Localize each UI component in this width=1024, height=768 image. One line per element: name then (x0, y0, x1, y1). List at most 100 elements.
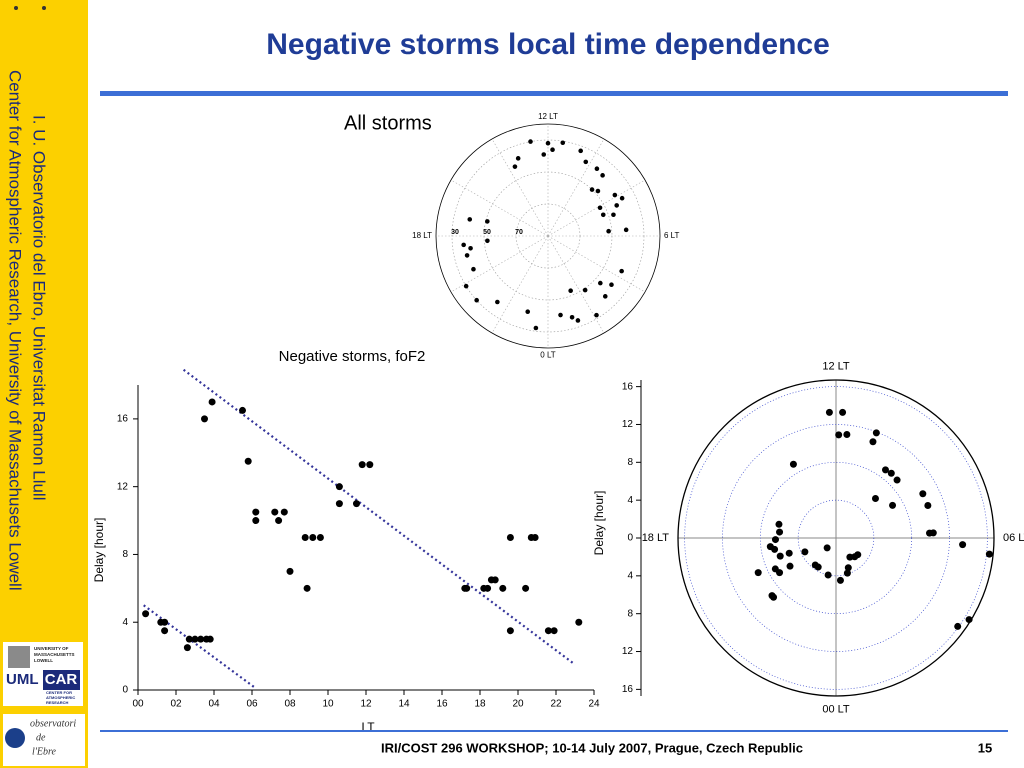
x-tick-label: 02 (170, 699, 182, 710)
point (598, 280, 603, 286)
point (578, 148, 583, 154)
point (602, 294, 608, 299)
point (823, 544, 831, 552)
point (575, 318, 581, 323)
logo-text: ATMOSPHERIC (46, 695, 75, 700)
spoke (450, 179, 549, 237)
point (271, 508, 279, 516)
angle-label: 18 LT (642, 532, 670, 544)
point (824, 571, 832, 579)
title-rule (100, 91, 1008, 96)
point (887, 469, 895, 477)
point (776, 528, 784, 536)
point (252, 517, 260, 525)
footer-rule (100, 730, 1008, 732)
point (201, 415, 208, 423)
point (461, 242, 466, 248)
x-tick-label: 22 (550, 699, 562, 710)
x-tick-label: 06 (246, 699, 258, 710)
point (275, 517, 283, 525)
y-tick-label: 16 (622, 684, 634, 695)
spoke (491, 138, 549, 237)
spoke (450, 235, 549, 293)
point (771, 545, 779, 553)
sidebar-line: Center for Atmospheric Research, Univers… (6, 70, 25, 591)
grid-circle (759, 461, 913, 615)
x-tick-label: 16 (436, 699, 448, 710)
point (785, 549, 793, 557)
point (614, 203, 619, 208)
trend-line (182, 368, 576, 666)
point (583, 159, 589, 165)
point (568, 288, 573, 293)
point (358, 461, 366, 469)
polar-frame (435, 123, 661, 349)
spoke (547, 179, 646, 237)
logo-text: UML (6, 671, 39, 688)
y-tick-label: 8 (122, 549, 128, 560)
point (491, 576, 499, 584)
point (569, 315, 575, 320)
r-tick-label: 30 (451, 229, 459, 236)
point (754, 569, 762, 577)
point (484, 584, 492, 592)
point (506, 627, 514, 635)
point (545, 140, 551, 146)
chart-subtitle: All storms (344, 112, 432, 134)
logo-text: l'Ebre (32, 746, 57, 757)
point (786, 562, 794, 570)
point (541, 152, 547, 157)
angle-label: 0 LT (540, 350, 556, 359)
point (239, 406, 246, 414)
point (814, 563, 822, 571)
trend-line (143, 604, 257, 690)
point (843, 430, 851, 438)
point (335, 483, 343, 491)
y-axis-label: Delay [hour] (592, 491, 606, 556)
point (185, 635, 193, 643)
slide-title: Negative storms local time dependence (266, 28, 830, 61)
y-tick-label: 12 (117, 481, 129, 492)
logo-text: RESEARCH (46, 700, 69, 705)
point (499, 584, 507, 592)
point (515, 156, 521, 161)
point (560, 140, 566, 146)
y-tick-label: 4 (627, 495, 633, 506)
point (485, 238, 490, 244)
logo-text: observatori (30, 718, 76, 729)
point (801, 548, 809, 556)
x-tick-label: 20 (512, 699, 524, 710)
point (836, 576, 844, 584)
point (594, 312, 599, 318)
point (309, 534, 317, 541)
logo-icon (8, 646, 30, 668)
point (619, 268, 624, 274)
spoke (547, 235, 646, 293)
point (589, 187, 595, 192)
grid-circle (722, 424, 950, 652)
point (889, 501, 897, 509)
angle-label: 00 LT (822, 703, 850, 715)
point (467, 217, 473, 222)
point (893, 476, 901, 484)
x-tick-label: 14 (398, 699, 410, 710)
point (512, 164, 518, 169)
logo-text: CAR (45, 671, 78, 688)
sidebar-line: I. U. Observatorio del Ebro, Universitat… (30, 115, 49, 501)
point (197, 635, 205, 643)
point (623, 227, 629, 233)
point (954, 622, 962, 630)
y-tick-label: 16 (622, 381, 634, 392)
y-tick-label: 4 (122, 617, 128, 628)
logo-text: CENTER FOR (46, 690, 72, 695)
point (533, 325, 539, 331)
point (619, 195, 625, 201)
y-tick-label: 16 (117, 414, 129, 425)
y-tick-label: 0 (122, 685, 128, 696)
point (839, 408, 847, 416)
point (531, 534, 539, 541)
sidebar-text: I. U. Observatorio del Ebro, Universitat… (6, 70, 49, 591)
point (463, 283, 469, 289)
